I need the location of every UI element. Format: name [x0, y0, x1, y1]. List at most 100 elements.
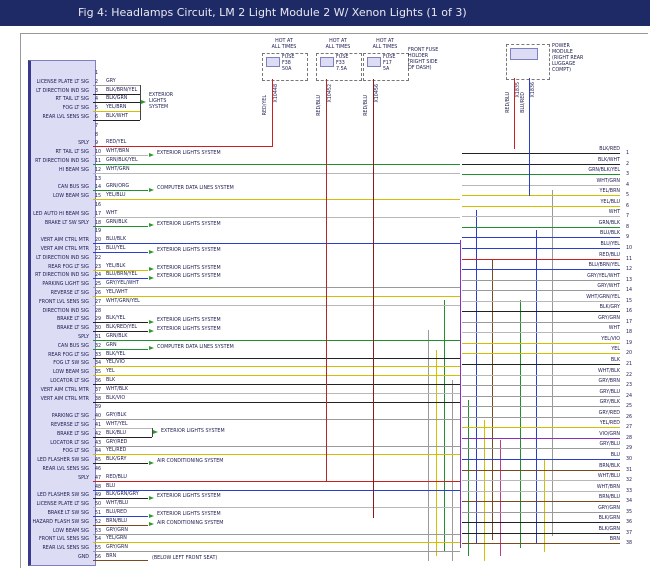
connector-id-label: X10456 [375, 84, 380, 103]
wire-color-label: GRY/GRN [106, 527, 128, 533]
wire-line [93, 269, 148, 271]
right-pin-number: 28 [626, 435, 633, 441]
wire-color-label: YEL/VIO [106, 360, 125, 366]
pin-number: 7 [95, 123, 99, 129]
power-feed-wire [529, 78, 530, 196]
wire-color-label: BLK [106, 378, 116, 383]
system-arrow [149, 275, 154, 280]
right-wire-line [462, 153, 620, 154]
wire-color-label: GRY/RED [106, 439, 128, 445]
right-pin-number: 18 [626, 330, 633, 336]
wire-line [93, 480, 460, 482]
hot-at-all-times-label: ALL TIMES [271, 45, 297, 50]
fuse-label: 7.5A [336, 67, 347, 72]
right-pin-number: 36 [626, 520, 633, 526]
right-wire-line [462, 237, 620, 239]
wire-line [93, 93, 140, 95]
connector-signal-label: FRONT LVL SENS SIG [39, 537, 89, 543]
fuse-box [316, 53, 362, 81]
hot-at-all-times-label: ALL TIMES [325, 45, 351, 50]
wire-color-label: GRY/GRN [106, 545, 128, 551]
fuse-label: FUSE [282, 55, 295, 60]
wire-line [93, 164, 460, 165]
right-wire-label: BLK/GRN [598, 516, 620, 522]
pin-number: 15 [95, 194, 102, 200]
fuse-label: F17 [383, 61, 392, 66]
pin-number: 27 [95, 299, 102, 305]
wire-color-label: RED/BLU [106, 474, 127, 480]
pin-number: 24 [95, 273, 102, 279]
system-arrow [153, 429, 158, 434]
connector-signal-label: LT DIRECTION IND SIG [36, 255, 89, 261]
wire-line [93, 560, 148, 561]
right-wire-line [462, 532, 620, 534]
wire-line [93, 542, 460, 544]
right-wire-line [462, 490, 620, 492]
fuse-holder-label: OF DASH) [408, 66, 432, 71]
system-arrow [149, 522, 154, 527]
wire-line [93, 322, 148, 324]
wire-line [93, 340, 460, 341]
pin-number: 6 [95, 115, 99, 120]
right-wire-line [462, 543, 620, 545]
right-wire-line [462, 395, 620, 397]
right-wire-label: GRY/WHT [597, 284, 620, 290]
system-arrow [149, 187, 154, 192]
system-arrow [149, 460, 154, 465]
vertical-wire-label: RED/YEL [263, 95, 268, 116]
wire-color-label: BLK/GRY [106, 457, 127, 463]
wire-color-label: GRN/BLK [106, 219, 128, 225]
right-wire-line [462, 279, 620, 281]
wire-line [93, 252, 148, 253]
note-label: (BELOW LEFT FRONT SEAT) [152, 556, 218, 561]
right-wire-line [462, 216, 620, 218]
pin-number: 23 [95, 264, 102, 270]
pin-number: 35 [95, 370, 102, 376]
wire-color-label: WHT/GRN/YEL [106, 298, 140, 304]
wire-color-label: BLU/YEL [106, 246, 126, 251]
pin-number: 49 [95, 493, 102, 499]
system-label: EXTERIOR LIGHTS SYSTEM [157, 248, 221, 253]
wire-color-label: WHT/BRN [106, 149, 130, 155]
wire-color-label: GRN/BLK/YEL [106, 158, 138, 163]
wire-line [93, 463, 148, 465]
right-wire-line [462, 416, 620, 418]
connector-signal-label: LOCATOR LT SIG [50, 440, 89, 446]
right-pin-number: 35 [626, 509, 633, 515]
right-wire-label: WHT/GRN [596, 178, 620, 184]
connector-signal-label: LOCATOR LT SIG [50, 379, 89, 384]
right-wire-label: YEL [611, 347, 620, 353]
right-wire-line [462, 226, 620, 228]
pin-number: 47 [95, 475, 102, 481]
wire-line [93, 489, 460, 491]
group-bracket [140, 84, 141, 120]
wire-color-label: BLU/RED [106, 510, 127, 515]
connector-signal-label: RT DIRECTION IND SIG [35, 273, 89, 279]
right-wire-label: BRN/BLK [599, 463, 620, 469]
wire-color-label: BRN [106, 554, 117, 559]
pin-number: 30 [95, 326, 102, 332]
wire-line [93, 172, 460, 174]
wire-color-label: BRN/BLU [106, 518, 128, 524]
right-pin-number: 3 [626, 172, 630, 178]
pin-number: 1 [95, 71, 99, 76]
pin-number: 46 [95, 467, 102, 472]
right-pin-number: 6 [626, 203, 630, 209]
right-wire-line [462, 163, 620, 165]
system-arrow [149, 346, 154, 351]
pin-number: 11 [95, 159, 102, 164]
right-wire-label: WHT [608, 326, 620, 332]
wire-color-label: YEL/GRN [106, 536, 127, 542]
right-wire-line [462, 353, 620, 355]
right-wire-label: BLU/YEL [600, 241, 621, 247]
fuse-symbol [367, 57, 381, 67]
pin-number: 54 [95, 537, 102, 543]
wire-color-label: BLK/YEL [106, 316, 126, 322]
right-pin-number: 24 [626, 393, 633, 399]
fuse-label: FUSE [383, 55, 396, 60]
fuse-symbol [320, 57, 334, 67]
right-pin-number: 38 [626, 541, 633, 547]
system-arrow [149, 319, 154, 324]
right-wire-line [462, 437, 620, 439]
riser-wire [468, 400, 469, 556]
